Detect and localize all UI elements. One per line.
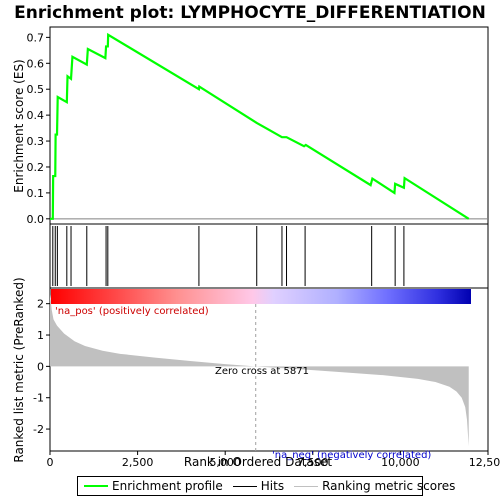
neg-correlated-label: 'na_neg' (negatively correlated) (272, 450, 431, 461)
legend-label-hits: Hits (260, 479, 285, 493)
es-y-tick-label: 0.1 (27, 187, 45, 200)
legend-item-hits: Hits (232, 479, 285, 493)
es-y-ticks: 0.0 0.1 0.2 0.3 0.4 0.5 0.6 0.7 (27, 31, 50, 226)
es-y-axis-label: Enrichment score (ES) (12, 59, 26, 192)
x-tick-label: 2,500 (122, 456, 154, 469)
x-tick-label: 7,500 (297, 456, 329, 469)
x-tick-label: 10,000 (381, 456, 420, 469)
metric-y-tick-label: -1 (33, 392, 44, 405)
ranking-metric-area (50, 294, 469, 447)
metric-line-swatch-icon (294, 485, 319, 487)
legend: Enrichment profile Hits Ranking metric s… (77, 476, 455, 496)
legend-label-metric: Ranking metric scores (322, 479, 456, 493)
chart-title: Enrichment plot: LYMPHOCYTE_DIFFERENTIAT… (14, 3, 486, 23)
metric-y-tick-label: 2 (37, 298, 44, 311)
x-tick-label: 12,500 (469, 456, 500, 469)
x-tick-label: 0 (47, 456, 54, 469)
es-y-tick-label: 0.6 (27, 57, 45, 70)
x-axis-label: Rank in Ordered Dataset (184, 455, 332, 469)
pos-correlated-label: 'na_pos' (positively correlated) (55, 306, 209, 317)
x-tick-label: 5,000 (209, 456, 241, 469)
legend-label-enrichment: Enrichment profile (112, 479, 223, 493)
metric-y-tick-label: -2 (33, 423, 44, 436)
es-panel-frame (49, 26, 489, 225)
metric-y-axis-label: Ranked list metric (PreRanked) (12, 277, 26, 462)
enrichment-line-swatch-icon (84, 485, 108, 487)
es-y-tick-label: 0.3 (27, 135, 45, 148)
legend-item-metric: Ranking metric scores (294, 479, 455, 493)
hits-panel-frame (49, 223, 489, 289)
es-y-tick-label: 0.7 (27, 31, 45, 44)
hits-line-swatch-icon (232, 485, 257, 487)
enrichment-profile-line (50, 32, 470, 220)
metric-y-tick-label: 0 (37, 360, 44, 373)
zero-cross-label: Zero cross at 5871 (215, 366, 309, 377)
hits-marks (52, 226, 405, 286)
metric-y-tick-label: 1 (37, 329, 44, 342)
es-y-tick-label: 0.5 (27, 83, 45, 96)
x-axis-ticks: 0 2,500 5,000 7,500 10,000 12,500 (47, 451, 500, 469)
metric-y-ticks: 2 1 0 -1 -2 (33, 298, 50, 436)
es-y-tick-label: 0.0 (27, 213, 45, 226)
legend-item-enrichment: Enrichment profile (84, 479, 223, 493)
rank-color-bar-overlay (51, 289, 471, 304)
es-y-tick-label: 0.2 (27, 161, 45, 174)
es-y-tick-label: 0.4 (27, 109, 45, 122)
